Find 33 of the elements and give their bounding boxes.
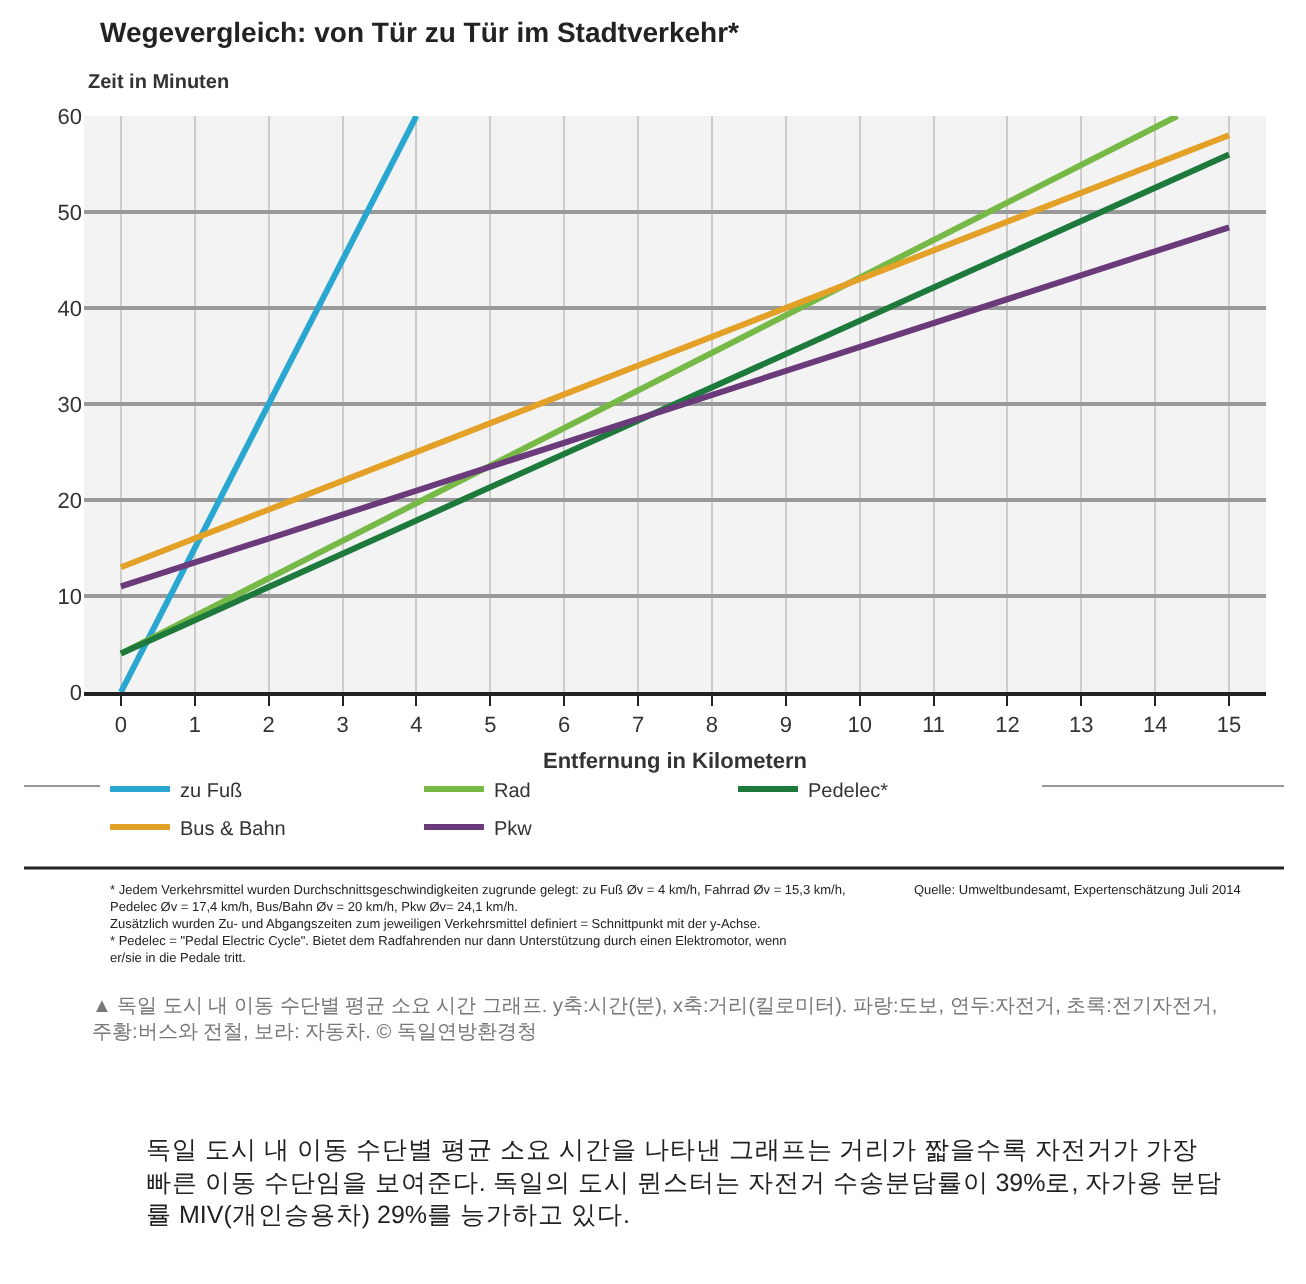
x-tick-label: 13 <box>1069 714 1094 739</box>
y-tick-label: 20 <box>57 489 82 514</box>
x-tick-label: 2 <box>262 714 275 739</box>
x-axis-title: Entfernung in Kilometern <box>543 749 808 774</box>
x-tick-label: 6 <box>558 714 571 739</box>
legend-label: Pedelec* <box>808 780 889 803</box>
x-tick-label: 9 <box>779 714 792 739</box>
x-tick-label: 1 <box>188 714 201 739</box>
x-tick-label: 0 <box>114 714 128 739</box>
x-tick-label: 7 <box>631 714 645 739</box>
chart-title: Wegevergleich: von Tür zu Tür im Stadtverkehr* <box>100 16 741 48</box>
y-tick-label: 60 <box>57 105 82 130</box>
x-tick-label: 4 <box>410 714 423 739</box>
x-tick-label: 5 <box>484 714 497 739</box>
x-tick-label: 15 <box>1216 714 1242 739</box>
x-tick-label: 3 <box>336 714 349 739</box>
y-tick-label: 30 <box>57 393 82 418</box>
text: 독일 도시 내 이동 수단별 평균 소요 시간을 나타낸 그래프는 거리가 짧을수록 자전거가 가장 빠른 이동 수단임을 보여준다. 독일의 도시 뮌스터는 자전거 수송분담률이 39%로, 자가용 분담 률 MIV(개인승용차) 29%를 능가하고 있다. <box>146 1136 1223 1229</box>
y-tick-label: 40 <box>57 297 82 322</box>
text: ▲ 독일 도시 내 이동 수단별 평균 소요 시간 그래프. y축:시간(분), x축:거리(킬로미터). 파랑:도보, 연두:자전거, 초록:전기자전거, 주황:버스와 전철, 보라: 자동차. © 독일연방환경청 <box>92 996 1218 1044</box>
legend-label: Pkw <box>494 818 534 841</box>
x-tick-label: 14 <box>1142 714 1168 739</box>
y-axis-title: Zeit in Minuten <box>88 72 230 94</box>
y-tick-label: 50 <box>57 201 82 226</box>
legend-label: Bus & Bahn <box>180 818 286 841</box>
y-tick-label: 0 <box>69 681 82 706</box>
x-tick-label: 8 <box>705 714 719 739</box>
legend-label: zu Fuß <box>180 780 243 803</box>
x-tick-label: 12 <box>995 714 1020 739</box>
x-tick-label: 11 <box>922 714 945 739</box>
y-tick-label: 10 <box>57 585 82 610</box>
x-tick-label: 10 <box>847 714 872 739</box>
legend-label: Rad <box>494 780 531 803</box>
